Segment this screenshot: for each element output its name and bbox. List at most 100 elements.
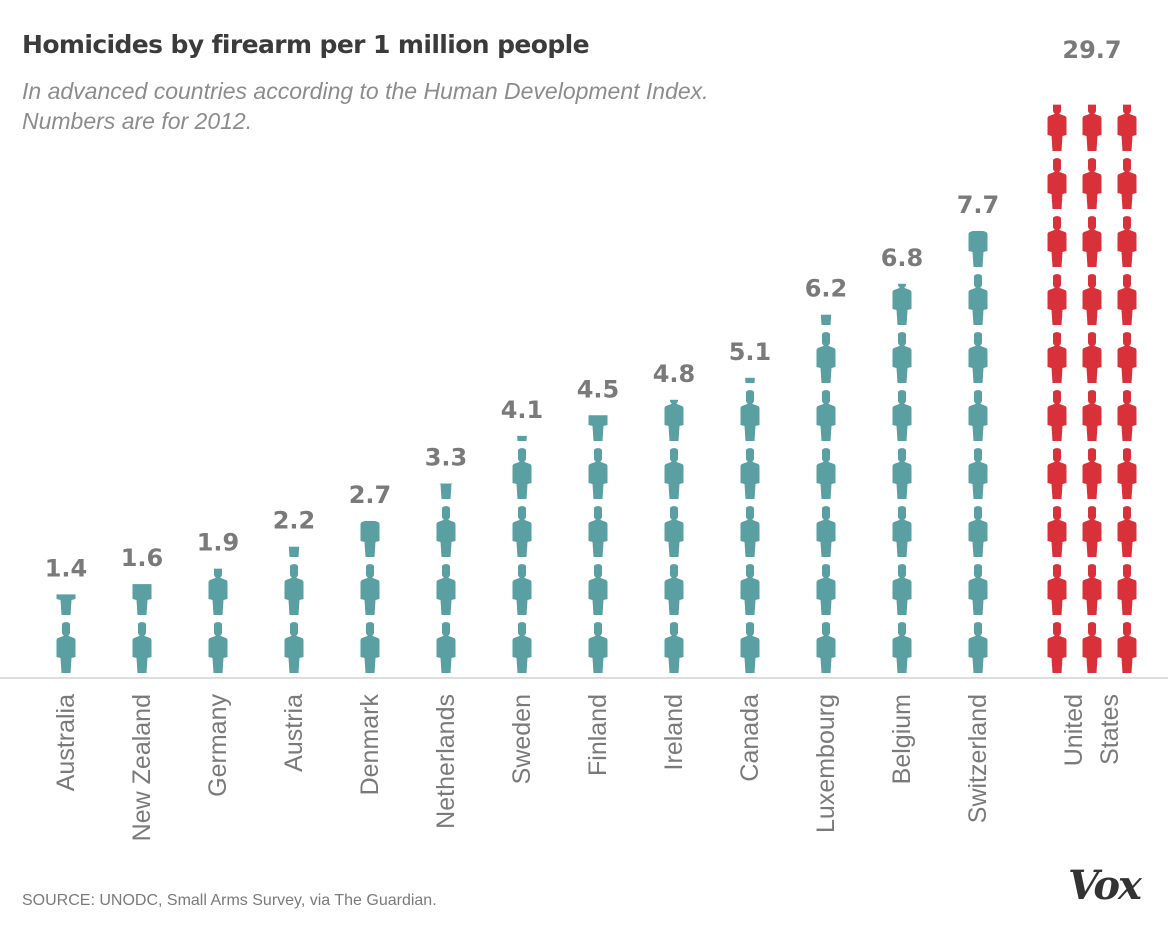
person-icon <box>1117 564 1137 615</box>
value-label-denmark: 2.7 <box>349 481 392 509</box>
value-label-new-zealand: 1.6 <box>121 544 164 572</box>
person-icon <box>360 622 380 673</box>
person-icon <box>1082 216 1102 267</box>
category-label-australia: Australia <box>52 694 80 791</box>
person-icon <box>436 506 456 557</box>
person-icon <box>436 564 456 615</box>
person-icon <box>1047 564 1067 615</box>
person-icon <box>892 564 912 615</box>
person-icon <box>892 390 912 441</box>
person-icon <box>816 390 836 441</box>
bar-new-zealand: 1.6 <box>121 544 164 673</box>
bar-switzerland: 7.7 <box>957 191 1000 673</box>
person-icon <box>816 506 836 557</box>
chart-subtitle-line-1: In advanced countries according to the H… <box>22 78 709 104</box>
bar-germany: 1.9 <box>197 529 239 673</box>
value-label-finland: 4.5 <box>577 375 620 403</box>
category-label-ireland: Ireland <box>660 694 688 770</box>
category-label-new-zealand: New Zealand <box>128 694 156 841</box>
person-icon <box>588 506 608 557</box>
partial-person-icon <box>208 568 228 615</box>
person-icon <box>1082 332 1102 383</box>
person-icon <box>1082 506 1102 557</box>
category-label-switzerland: Switzerland <box>964 694 992 823</box>
person-icon <box>1082 158 1102 209</box>
person-icon <box>1117 622 1137 673</box>
person-icon <box>664 506 684 557</box>
value-label-netherlands: 3.3 <box>425 444 468 472</box>
person-icon <box>892 506 912 557</box>
person-icon <box>588 622 608 673</box>
person-icon <box>664 448 684 499</box>
person-icon <box>436 622 456 673</box>
value-label-austria: 2.2 <box>273 507 316 535</box>
person-icon <box>816 622 836 673</box>
person-icon <box>1047 390 1067 441</box>
person-icon <box>1047 216 1067 267</box>
bar-canada: 5.1 <box>729 338 772 673</box>
person-icon <box>740 622 760 673</box>
partial-person-icon <box>512 435 532 441</box>
person-icon <box>1047 332 1067 383</box>
bar-ireland: 4.8 <box>653 360 696 673</box>
partial-person-icon <box>132 584 152 615</box>
person-icon <box>816 448 836 499</box>
person-icon <box>1047 274 1067 325</box>
category-label-belgium: Belgium <box>888 694 916 784</box>
person-icon <box>1117 216 1137 267</box>
person-icon <box>968 390 988 441</box>
person-icon <box>968 332 988 383</box>
person-icon <box>1047 158 1067 209</box>
person-icon <box>1047 622 1067 673</box>
value-label-sweden: 4.1 <box>501 396 544 424</box>
person-icon <box>588 448 608 499</box>
bar-australia: 1.4 <box>45 554 87 673</box>
person-icon <box>132 622 152 673</box>
partial-person-icon <box>740 377 760 383</box>
partial-person-icon <box>1082 104 1102 151</box>
person-icon <box>1082 274 1102 325</box>
category-label-finland: Finland <box>584 694 612 776</box>
person-icon <box>1117 506 1137 557</box>
partial-person-icon <box>968 230 988 267</box>
person-icon <box>1082 622 1102 673</box>
person-icon <box>740 506 760 557</box>
person-icon <box>284 622 304 673</box>
bar-denmark: 2.7 <box>349 481 392 673</box>
chart-subtitle-line-2: Numbers are for 2012. <box>22 108 253 134</box>
person-icon <box>360 564 380 615</box>
person-icon <box>208 622 228 673</box>
category-label-united-states: United <box>1060 694 1088 766</box>
partial-person-icon <box>360 520 380 557</box>
category-label-netherlands: Netherlands <box>432 694 460 829</box>
person-icon <box>1047 448 1067 499</box>
bar-netherlands: 3.3 <box>425 444 468 673</box>
person-icon <box>892 332 912 383</box>
person-icon <box>1082 448 1102 499</box>
bar-sweden: 4.1 <box>501 396 544 673</box>
person-icon <box>816 332 836 383</box>
bar-luxembourg: 6.2 <box>805 275 848 673</box>
category-label-united-states: States <box>1096 694 1124 765</box>
partial-person-icon <box>892 283 912 325</box>
value-label-belgium: 6.8 <box>881 244 924 272</box>
bar-united-states: 29.7 <box>1047 36 1137 673</box>
vox-logo: Vox <box>1068 862 1142 909</box>
category-label-germany: Germany <box>204 694 232 797</box>
partial-person-icon <box>1117 104 1137 151</box>
value-label-ireland: 4.8 <box>653 360 696 388</box>
category-label-denmark: Denmark <box>356 694 384 796</box>
person-icon <box>968 564 988 615</box>
person-icon <box>968 274 988 325</box>
person-icon <box>664 564 684 615</box>
partial-person-icon <box>1047 104 1067 151</box>
value-label-switzerland: 7.7 <box>957 191 1000 219</box>
person-icon <box>56 622 76 673</box>
partial-person-icon <box>664 399 684 441</box>
value-label-canada: 5.1 <box>729 338 772 366</box>
person-icon <box>284 564 304 615</box>
person-icon <box>1082 390 1102 441</box>
person-icon <box>968 448 988 499</box>
value-label-luxembourg: 6.2 <box>805 275 848 303</box>
person-icon <box>740 564 760 615</box>
